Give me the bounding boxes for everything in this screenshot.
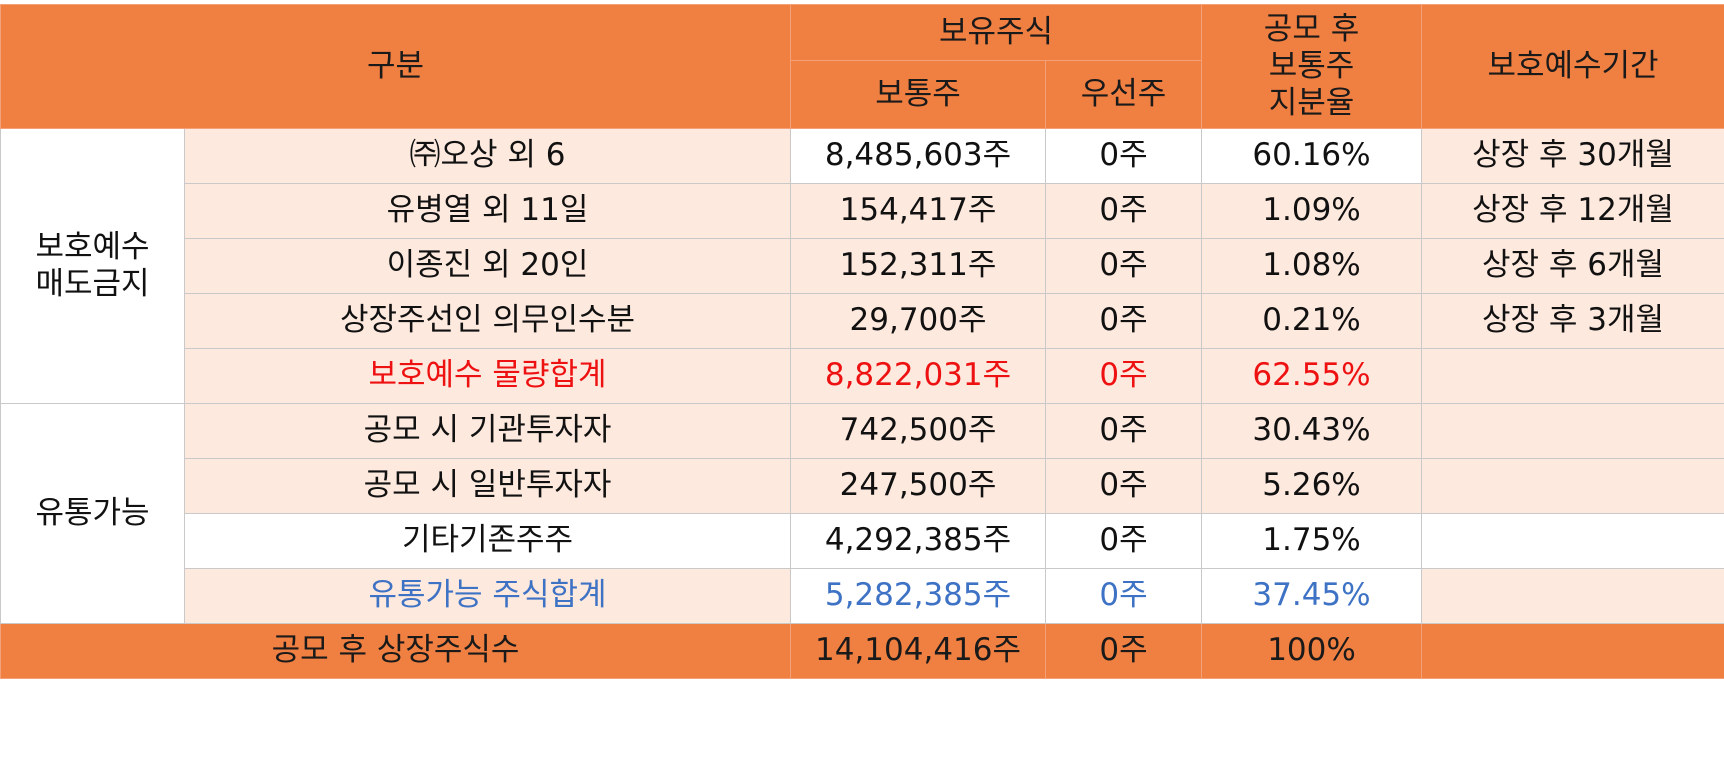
row-period (1421, 513, 1724, 569)
row-label: 공모 시 일반투자자 (183, 458, 792, 514)
group-tradable: 유통가능 (0, 403, 185, 624)
row-common: 742,500주 (790, 403, 1047, 459)
row-preferred: 0주 (1045, 348, 1203, 404)
row-common: 8,485,603주 (790, 128, 1047, 184)
row-label: ㈜오상 외 6 (183, 128, 792, 184)
row-period (1421, 458, 1724, 514)
table-row: 공모 시 일반투자자 247,500주 0주 5.26% (1, 458, 1724, 514)
table-footer-row: 공모 후 상장주식수 14,104,416주 0주 100% (0, 623, 1724, 679)
row-label: 보호예수 물량합계 (183, 348, 792, 404)
row-ratio: 5.26% (1201, 458, 1423, 514)
footer-label: 공모 후 상장주식수 (0, 623, 792, 679)
row-ratio: 1.75% (1201, 513, 1423, 569)
table-row: 보호예수 매도금지 ㈜오상 외 6 8,485,603주 0주 60.16% 상… (0, 128, 1724, 404)
row-preferred: 0주 (1045, 458, 1203, 514)
header-lockup-period: 보호예수기간 (1421, 4, 1724, 129)
row-period (1421, 568, 1724, 624)
row-period (1421, 348, 1724, 404)
footer-period (1421, 623, 1724, 679)
header-ratio-line-1: 공모 후 (1263, 10, 1360, 47)
table-row: 상장주선인 의무인수분 29,700주 0주 0.21% 상장 후 3개월 (1, 293, 1724, 349)
row-label: 기타기존주주 (183, 513, 792, 569)
row-ratio: 1.08% (1201, 238, 1423, 294)
table-row: 유병열 외 11일 154,417주 0주 1.09% 상장 후 12개월 (1, 183, 1724, 239)
table-row-tradable-total: 유통가능 주식합계 5,282,385주 0주 37.45% (1, 568, 1724, 624)
group-lockup: 보호예수 매도금지 (0, 128, 185, 404)
row-period: 상장 후 30개월 (1421, 128, 1724, 184)
row-ratio: 30.43% (1201, 403, 1423, 459)
shareholding-lockup-table: 구분 보유주식 공모 후 보통주 지분율 보호예수기간 보통주 우선주 보호예수… (0, 4, 1724, 679)
row-period: 상장 후 3개월 (1421, 293, 1724, 349)
header-common: 보통주 (790, 60, 1047, 129)
row-label: 상장주선인 의무인수분 (183, 293, 792, 349)
group-lockup-line-1: 보호예수 (35, 228, 150, 265)
row-ratio: 0.21% (1201, 293, 1423, 349)
row-common: 247,500주 (790, 458, 1047, 514)
footer-preferred: 0주 (1045, 623, 1203, 679)
row-period: 상장 후 6개월 (1421, 238, 1724, 294)
row-preferred: 0주 (1045, 293, 1203, 349)
header-category: 구분 (0, 4, 792, 129)
row-period: 상장 후 12개월 (1421, 183, 1724, 239)
group-lockup-line-2: 매도금지 (35, 266, 150, 302)
table-row: 유통가능 공모 시 기관투자자 742,500주 0주 30.43% (0, 403, 1724, 624)
row-common: 4,292,385주 (790, 513, 1047, 569)
row-common: 29,700주 (790, 293, 1047, 349)
row-common: 8,822,031주 (790, 348, 1047, 404)
table-row: 이종진 외 20인 152,311주 0주 1.08% 상장 후 6개월 (1, 238, 1724, 294)
header-ratio: 공모 후 보통주 지분율 (1201, 4, 1423, 129)
footer-common: 14,104,416주 (790, 623, 1047, 679)
row-common: 154,417주 (790, 183, 1047, 239)
row-common: 5,282,385주 (790, 568, 1047, 624)
row-preferred: 0주 (1045, 128, 1203, 184)
row-label: 공모 시 기관투자자 (183, 403, 792, 459)
row-preferred: 0주 (1045, 238, 1203, 294)
row-common: 152,311주 (790, 238, 1047, 294)
row-label: 이종진 외 20인 (183, 238, 792, 294)
row-preferred: 0주 (1045, 403, 1203, 459)
row-preferred: 0주 (1045, 183, 1203, 239)
row-label: 유병열 외 11일 (183, 183, 792, 239)
row-ratio: 60.16% (1201, 128, 1423, 184)
row-ratio: 1.09% (1201, 183, 1423, 239)
table-row: 기타기존주주 4,292,385주 0주 1.75% (1, 513, 1724, 569)
header-preferred: 우선주 (1045, 60, 1203, 129)
header-holdings: 보유주식 (790, 4, 1203, 61)
header-ratio-line-2: 보통주 (1268, 47, 1355, 84)
row-ratio: 62.55% (1201, 348, 1423, 404)
row-preferred: 0주 (1045, 513, 1203, 569)
footer-ratio: 100% (1201, 623, 1423, 679)
row-preferred: 0주 (1045, 568, 1203, 624)
row-label: 유통가능 주식합계 (183, 568, 792, 624)
table-row-lockup-total: 보호예수 물량합계 8,822,031주 0주 62.55% (1, 348, 1724, 404)
row-ratio: 37.45% (1201, 568, 1423, 624)
header-ratio-line-3: 지분율 (1268, 85, 1355, 122)
row-period (1421, 403, 1724, 459)
